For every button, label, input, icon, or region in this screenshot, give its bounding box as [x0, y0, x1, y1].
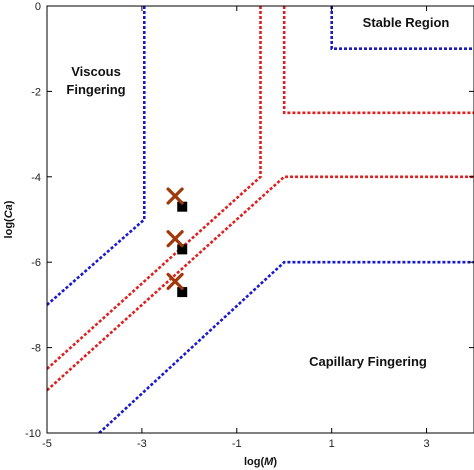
y-tick-label: -2 [31, 86, 41, 98]
x-marker-2 [166, 230, 184, 248]
red-boundary-line-5 [282, 6, 474, 115]
plot-layer [47, 6, 474, 433]
x-tick-label: -3 [137, 438, 147, 450]
y-tick-label: -6 [31, 257, 41, 269]
x-tick-label: -5 [42, 438, 52, 450]
region-label-stable: Stable Region [363, 15, 450, 30]
red-boundary-line-4 [47, 6, 262, 370]
red-boundary-line-6 [47, 175, 474, 392]
square-marker-1 [177, 201, 188, 212]
y-axis-label: log(Ca) [3, 200, 15, 238]
x-marker-stroke [166, 272, 184, 291]
square-marker-3 [177, 287, 188, 298]
axes: -5 -3 -1 1 3 0 -2 -4 -6 -8 -10 log(M) log(Ca) Stable … [3, 1, 474, 468]
x-tick-label: 1 [329, 438, 335, 450]
x-marker-stroke [166, 230, 184, 248]
y-tick-label: -4 [31, 172, 41, 184]
x-tick-label: -1 [232, 438, 242, 450]
region-label-viscous-1: Viscous [71, 64, 121, 79]
region-label-capillary: Capillary Fingering [309, 354, 427, 369]
y-tick-label: 0 [35, 1, 41, 13]
x-axis-label: log(M) [244, 456, 277, 468]
region-label-viscous-2: Fingering [66, 82, 125, 97]
blue-boundary-line-2 [330, 6, 474, 51]
square-marker-2 [177, 244, 188, 255]
x-marker-1 [166, 187, 184, 205]
blue-boundary-line-3 [98, 260, 474, 433]
x-tick-label: 3 [423, 438, 429, 450]
x-marker-3 [166, 272, 184, 291]
y-tick-label: -10 [25, 428, 41, 440]
plot-frame [46, 5, 474, 434]
x-marker-stroke [166, 187, 184, 205]
blue-boundary-line-1 [47, 6, 146, 306]
y-tick-label: -8 [31, 343, 41, 355]
